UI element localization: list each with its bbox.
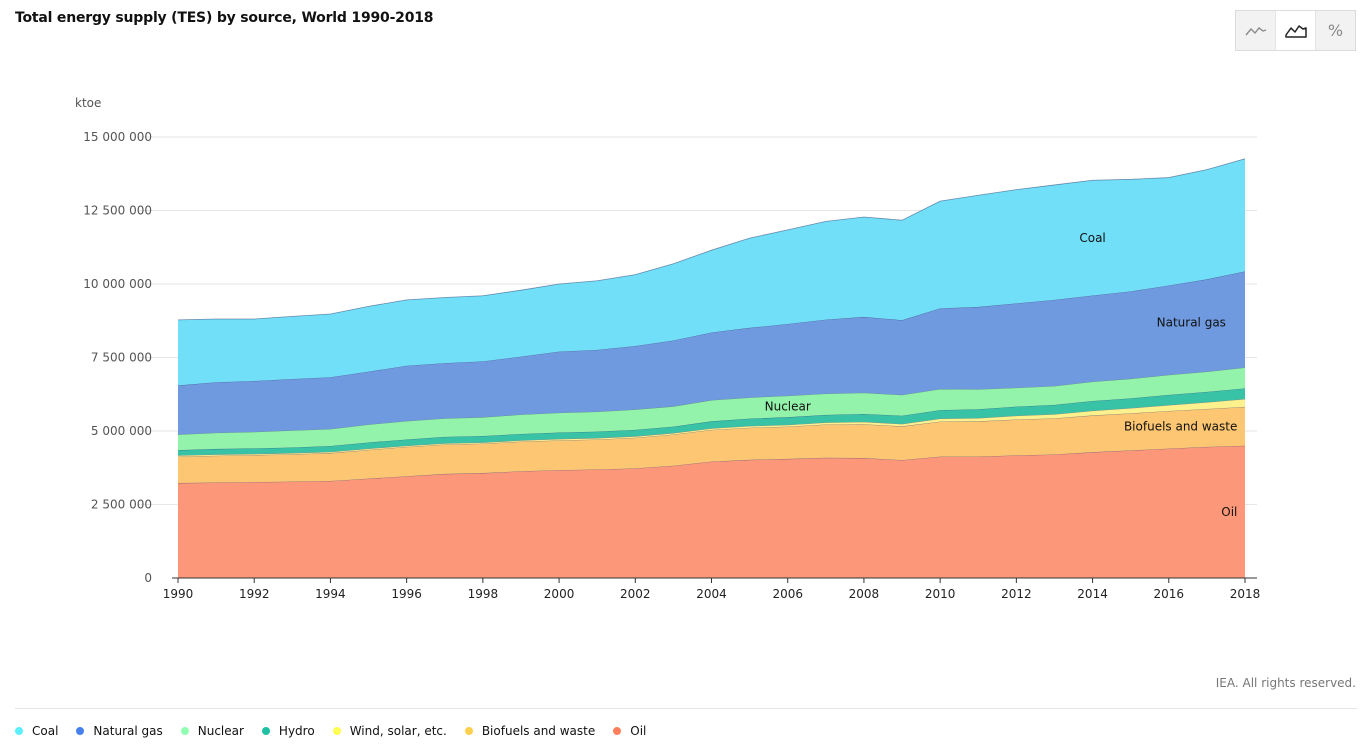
legend-item-oil[interactable]: Oil [613,724,646,738]
x-tick-label: 2016 [1154,587,1185,601]
legend-swatch [613,727,622,735]
area-hydro[interactable] [178,388,1245,456]
x-tick-label: 2014 [1077,587,1108,601]
area-label-coal: Coal [1079,231,1105,245]
x-tick-label: 2004 [696,587,727,601]
legend-swatch [464,727,473,735]
x-tick-label: 2018 [1230,587,1261,601]
area-nuclear[interactable] [178,367,1245,451]
line-chart-button[interactable] [1236,11,1276,50]
legend-swatch [261,727,270,735]
legend-label: Biofuels and waste [481,724,596,738]
x-tick-label: 2000 [544,587,575,601]
y-tick-label: 12 500 000 [83,204,152,218]
area-chart-icon [1284,24,1307,38]
chart-type-toolbar: % [1235,10,1356,51]
x-tick-label: 1994 [315,587,346,601]
area-label-nuclear: Nuclear [765,399,811,413]
legend-item-hydro[interactable]: Hydro [261,724,315,738]
area-label-natural-gas: Natural gas [1157,315,1226,329]
legend-label: Wind, solar, etc. [349,724,447,738]
area-label-oil: Oil [1221,505,1237,519]
copyright-note: IEA. All rights reserved. [1215,676,1356,690]
area-label-biofuels-and-waste: Biofuels and waste [1124,420,1237,434]
y-axis-label: ktoe [75,96,101,110]
legend-label: Nuclear [197,724,244,738]
area-biofuels-and-waste[interactable] [178,406,1245,484]
x-tick-label: 1998 [468,587,499,601]
legend-label: Oil [630,724,647,738]
area-oil[interactable] [178,445,1245,578]
chart-title: Total energy supply (TES) by source, Wor… [15,10,434,26]
legend-label: Hydro [278,724,315,738]
y-tick-label: 10 000 000 [83,277,152,291]
y-tick-label: 0 [144,571,152,585]
legend-item-natural-gas[interactable]: Natural gas [76,724,163,738]
legend-label: Coal [32,724,59,738]
chart-legend: Coal Natural gas Nuclear Hydro Wind, sol… [15,724,646,738]
legend-label: Natural gas [93,724,163,738]
x-tick-label: 2002 [620,587,651,601]
legend-swatch [332,727,341,735]
y-tick-label: 5 000 000 [91,424,152,438]
y-tick-label: 2 500 000 [91,498,152,512]
area-coal[interactable] [178,158,1245,386]
legend-item-biofuels[interactable]: Biofuels and waste [464,724,596,738]
legend-swatch [180,727,189,735]
x-tick-label: 2012 [1001,587,1032,601]
x-tick-label: 1996 [391,587,422,601]
y-tick-label: 15 000 000 [83,130,152,144]
area-chart-button[interactable] [1276,11,1316,50]
legend-item-nuclear[interactable]: Nuclear [180,724,244,738]
percent-icon: % [1327,21,1344,40]
area-outline [177,158,1246,321]
x-tick-label: 2008 [849,587,880,601]
x-tick-label: 2010 [925,587,956,601]
area-series [177,158,1246,578]
line-chart-icon [1244,26,1266,35]
legend-swatch [15,727,23,735]
area-labels: Coal Natural gas Nuclear Biofuels and waste… [765,231,1238,519]
percent-button[interactable]: % [1316,11,1355,50]
x-tick-label: 1992 [239,587,270,601]
x-tick-label: 2006 [772,587,803,601]
stacked-area-chart: ktoe 0 2 500 000 5 000 000 7 500 000 10 000 … [75,96,1260,601]
axes: 0 2 500 000 5 000 000 7 500 000 10 000 000 12… [83,130,1260,601]
y-tick-label: 7 500 000 [91,351,152,365]
legend-item-coal[interactable]: Coal [15,724,58,738]
area-natural-gas[interactable] [178,271,1245,435]
legend-swatch [76,727,85,735]
legend-divider [15,708,1357,709]
legend-item-wind-solar[interactable]: Wind, solar, etc. [332,724,447,738]
x-tick-label: 1990 [163,587,194,601]
